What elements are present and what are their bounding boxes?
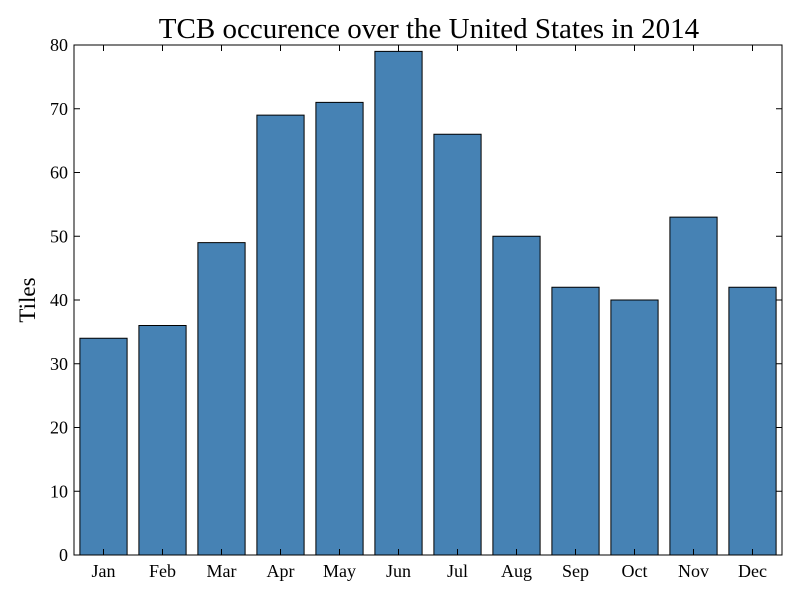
y-axis-label: Tiles [15, 277, 40, 322]
x-tick-label-feb: Feb [149, 561, 176, 581]
bar-dec [728, 286, 777, 556]
x-tick-label-oct: Oct [622, 561, 648, 581]
y-tick-label: 40 [50, 290, 68, 310]
y-ticks-group: 0 10 20 30 40 50 60 70 80 [50, 35, 782, 565]
bar-mar [197, 242, 246, 556]
bar-nov [669, 216, 718, 556]
x-tick-label-jul: Jul [447, 561, 468, 581]
x-tick-label-aug: Aug [501, 561, 532, 581]
bar-feb [138, 325, 187, 556]
x-tick-label-jun: Jun [386, 561, 411, 581]
y-tick-label: 10 [50, 481, 68, 501]
bar-apr [256, 114, 305, 556]
bar-sep [551, 286, 600, 556]
plot-frame [73, 44, 783, 556]
bar-aug [492, 235, 541, 556]
y-tick-label: 70 [50, 99, 68, 119]
x-tick-label-apr: Apr [267, 561, 295, 581]
y-tick-label: 60 [50, 163, 68, 183]
bar-jun [374, 50, 423, 556]
bars-group [79, 50, 777, 556]
chart-title: TCB occurence over the United States in … [159, 13, 700, 45]
bar-oct [610, 299, 659, 556]
y-tick-label: 80 [50, 35, 68, 55]
y-tick-label: 50 [50, 226, 68, 246]
x-tick-label-sep: Sep [562, 561, 589, 581]
x-tick-label-may: May [323, 561, 356, 581]
bar-jan [79, 337, 128, 556]
x-tick-label-dec: Dec [738, 561, 767, 581]
y-tick-label: 0 [59, 545, 68, 565]
y-tick-label: 20 [50, 418, 68, 438]
x-tick-label-jan: Jan [92, 561, 116, 581]
x-tick-label-nov: Nov [678, 561, 709, 581]
bar-may [315, 101, 364, 556]
bar-jul [433, 133, 482, 556]
y-tick-label: 30 [50, 354, 68, 374]
x-tick-label-mar: Mar [207, 561, 237, 581]
x-ticks-group: Jan Feb Mar Apr May Jun Jul Aug Sep Oct Nov Dec [92, 45, 767, 581]
